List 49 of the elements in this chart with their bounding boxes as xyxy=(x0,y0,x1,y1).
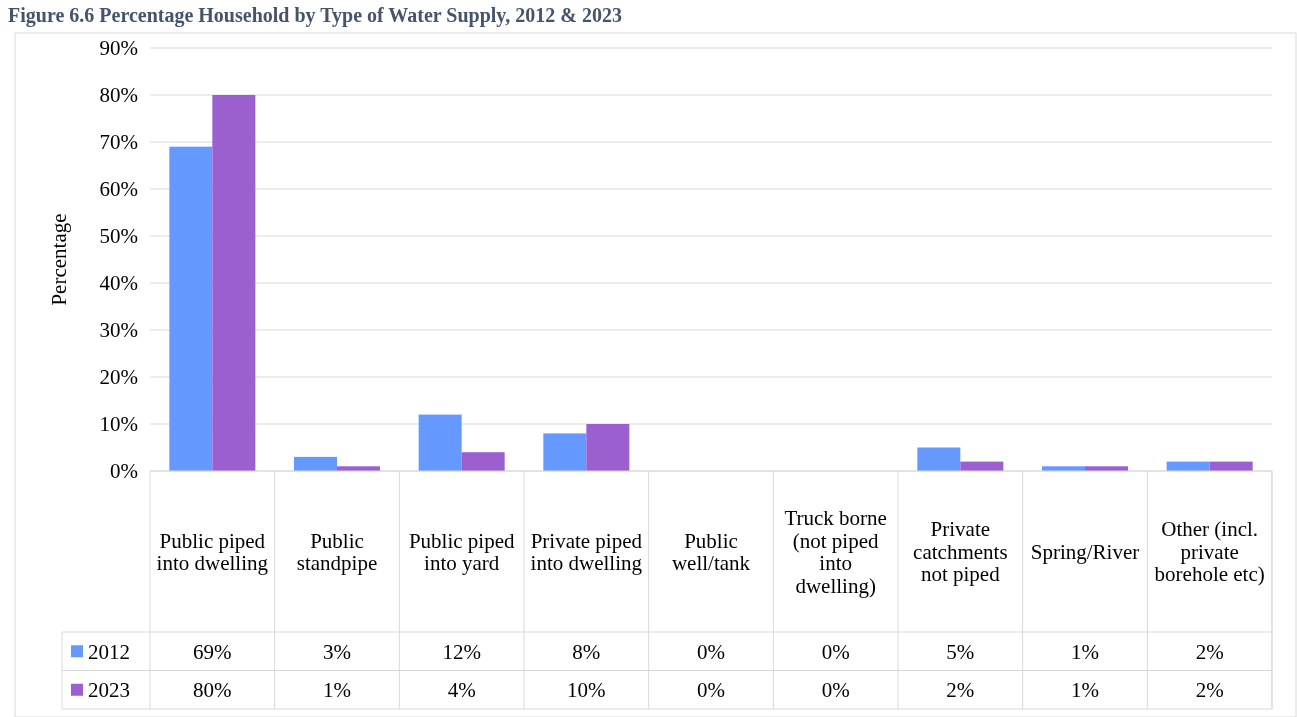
y-tick-label: 50% xyxy=(99,224,138,249)
x-tick-label: Public well/tank xyxy=(671,528,751,576)
y-tick-label: 10% xyxy=(99,412,138,437)
bar xyxy=(169,146,213,471)
data-label: 5% xyxy=(946,639,975,664)
y-tick-label: 90% xyxy=(99,36,138,61)
bar xyxy=(461,452,505,471)
y-axis-title: Percentage xyxy=(47,213,71,306)
data-label: 4% xyxy=(447,678,476,703)
data-label: 80% xyxy=(193,678,232,703)
x-tick-label: Public piped into yard xyxy=(408,528,515,576)
y-tick-label: 60% xyxy=(99,177,138,202)
legend-label: 2023 xyxy=(88,678,130,703)
y-tick-label: 40% xyxy=(99,271,138,296)
x-tick-label: Spring/River xyxy=(1030,539,1140,564)
y-tick-label: 80% xyxy=(99,83,138,108)
y-tick-label: 0% xyxy=(110,459,138,484)
data-label: 3% xyxy=(323,639,351,664)
data-label: 0% xyxy=(697,639,725,664)
x-tick-label: Truck borne (not piped into dwelling) xyxy=(784,506,887,598)
bar xyxy=(586,424,630,471)
data-label: 8% xyxy=(572,639,601,664)
chart-title: Figure 6.6 Percentage Household by Type of Water Supply, 2012 & 2023 xyxy=(8,4,622,27)
y-tick-label: 30% xyxy=(99,318,138,343)
data-label: 2% xyxy=(946,678,975,703)
data-label: 12% xyxy=(442,639,481,664)
bar xyxy=(543,433,587,471)
x-tick-label: Private catchments not piped xyxy=(913,517,1008,587)
x-tick-label: Other (incl. private borehole etc) xyxy=(1154,517,1265,587)
data-label: 69% xyxy=(193,639,232,664)
x-tick-label: Private piped into dwelling xyxy=(530,528,643,576)
data-label: 10% xyxy=(567,678,606,703)
legend-label: 2012 xyxy=(88,639,130,664)
data-label: 1% xyxy=(1071,639,1099,664)
data-label: 1% xyxy=(323,678,351,703)
bar xyxy=(917,447,961,471)
data-label: 2% xyxy=(1195,678,1224,703)
y-tick-label: 20% xyxy=(99,365,138,390)
data-label: 0% xyxy=(821,678,850,703)
bar xyxy=(212,95,256,471)
data-label: 0% xyxy=(821,639,850,664)
data-label: 1% xyxy=(1071,678,1099,703)
data-label: 0% xyxy=(697,678,725,703)
data-label: 2% xyxy=(1195,639,1224,664)
bar xyxy=(418,414,462,471)
x-tick-label: Public standpipe xyxy=(296,528,378,576)
y-tick-label: 70% xyxy=(99,130,138,155)
x-tick-label: Public piped into dwelling xyxy=(156,528,269,576)
bar xyxy=(293,456,337,471)
